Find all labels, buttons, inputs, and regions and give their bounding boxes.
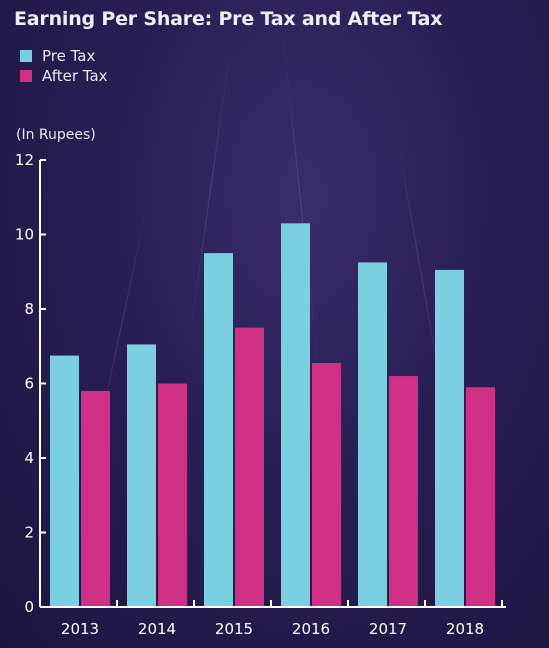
chart-title: Earning Per Share: Pre Tax and After Tax	[14, 8, 443, 30]
bar-pre-tax-2017	[358, 262, 387, 607]
bar-pre-tax-2016	[281, 223, 310, 607]
legend-swatch-after-tax	[20, 70, 32, 82]
x-tick-label: 2015	[215, 620, 253, 638]
x-tick-label: 2018	[446, 620, 484, 638]
y-tick-label: 0	[24, 598, 34, 616]
bar-after-tax-2013	[81, 390, 110, 607]
legend-label-after-tax: After Tax	[42, 67, 108, 85]
y-tick-label: 10	[15, 226, 34, 244]
y-tick-label: 12	[15, 151, 34, 169]
bar-after-tax-2016	[312, 363, 341, 607]
x-tick-label: 2016	[292, 620, 330, 638]
y-tick-label: 4	[24, 449, 34, 467]
chart-legend: Pre Tax After Tax	[20, 46, 108, 86]
y-tick-label: 6	[24, 375, 34, 393]
y-axis-unit-label: (In Rupees)	[16, 127, 96, 143]
legend-label-pre-tax: Pre Tax	[42, 47, 96, 65]
legend-item-after-tax: After Tax	[20, 66, 108, 86]
legend-item-pre-tax: Pre Tax	[20, 46, 108, 66]
x-tick-label: 2014	[138, 620, 176, 638]
y-tick-label: 2	[24, 524, 34, 542]
bar-after-tax-2018	[466, 387, 495, 607]
bar-pre-tax-2013	[50, 355, 79, 607]
x-tick-label: 2013	[61, 620, 99, 638]
bar-after-tax-2015	[235, 327, 264, 607]
bar-pre-tax-2015	[204, 253, 233, 607]
legend-swatch-pre-tax	[20, 50, 32, 62]
bar-pre-tax-2018	[435, 269, 464, 607]
y-tick-label: 8	[24, 300, 34, 318]
bar-pre-tax-2014	[127, 344, 156, 607]
bar-after-tax-2017	[389, 376, 418, 607]
x-tick-label: 2017	[369, 620, 407, 638]
bar-after-tax-2014	[158, 383, 187, 607]
